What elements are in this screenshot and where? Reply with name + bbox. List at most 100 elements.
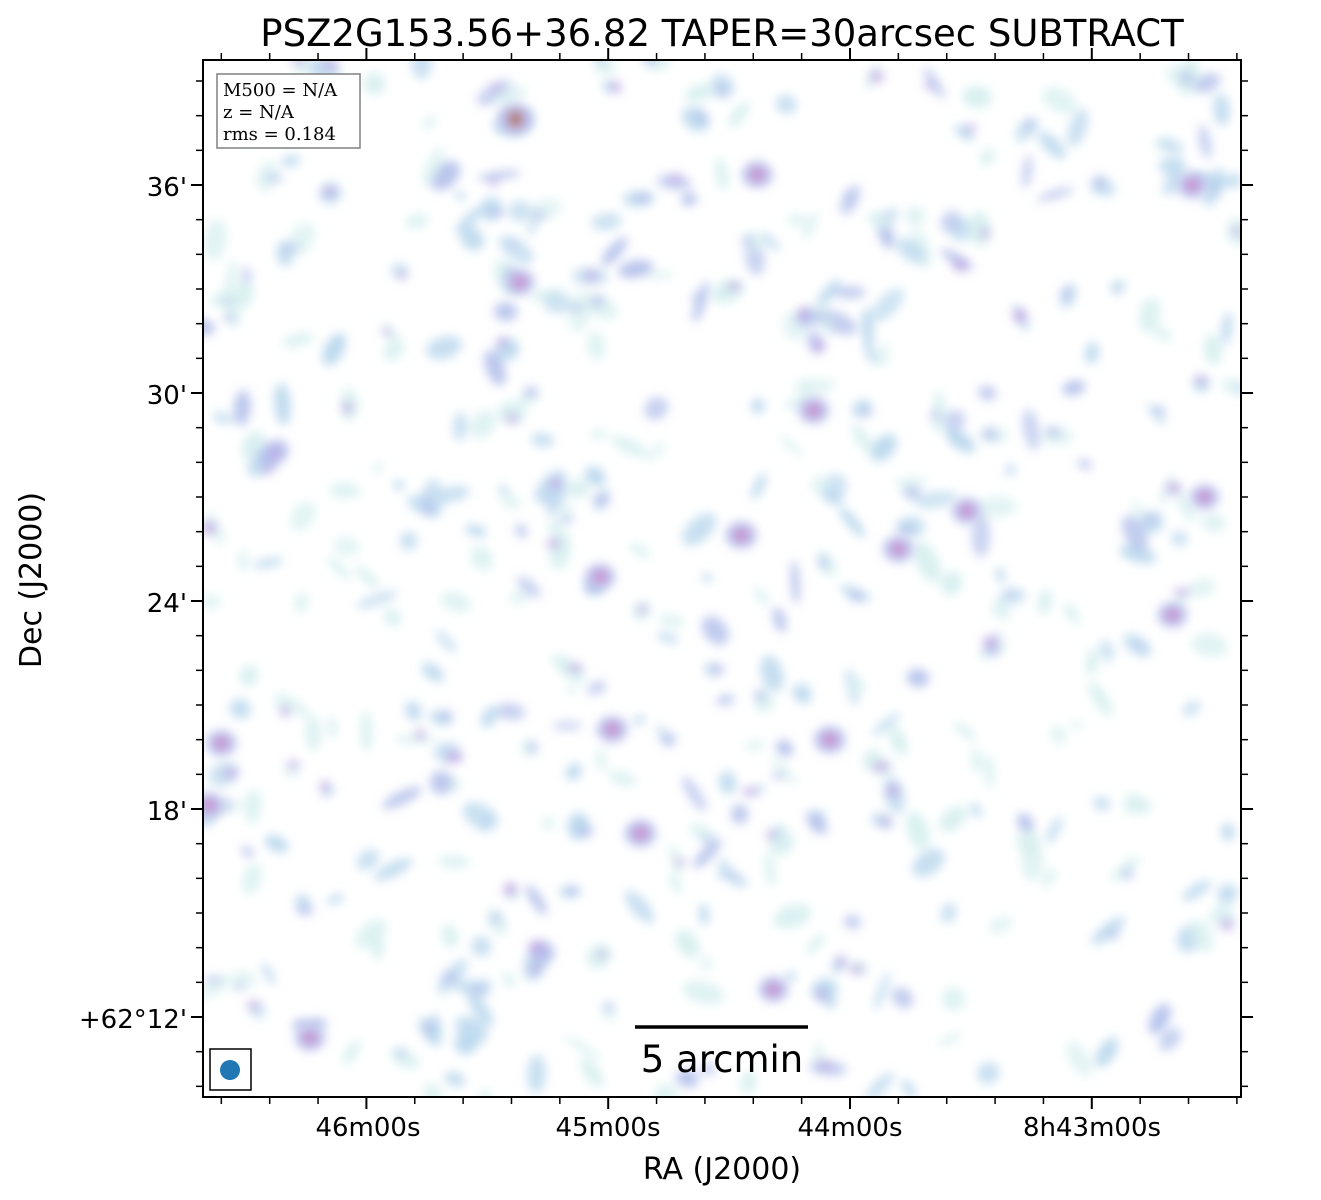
emission-blob <box>891 987 914 1009</box>
emission-blob <box>590 295 604 308</box>
emission-blob <box>565 763 582 781</box>
emission-blob <box>700 956 712 971</box>
emission-blob <box>980 148 995 166</box>
emission-blob <box>281 155 301 167</box>
emission-blob <box>1182 880 1212 901</box>
emission-blob <box>817 988 827 1001</box>
emission-blob <box>1221 917 1233 931</box>
emission-blob <box>694 111 707 123</box>
emission-blob <box>493 302 518 322</box>
emission-blob <box>508 200 532 222</box>
x-axis-label: RA (J2000) <box>643 1152 801 1187</box>
emission-blob <box>838 506 865 538</box>
emission-blob <box>1226 172 1241 189</box>
emission-blob <box>892 543 905 555</box>
emission-blob <box>1159 1028 1181 1051</box>
emission-blob <box>971 514 990 558</box>
emission-blob <box>290 501 316 531</box>
emission-blob <box>744 739 766 751</box>
emission-blob <box>691 293 705 302</box>
emission-blob <box>499 484 509 496</box>
emission-blob <box>741 787 759 796</box>
emission-blob <box>356 849 380 871</box>
emission-blob <box>1194 73 1221 93</box>
emission-blob <box>903 486 922 498</box>
emission-blob <box>371 929 384 961</box>
emission-blob <box>643 60 657 65</box>
emission-blob <box>682 776 707 812</box>
emission-blob <box>441 924 459 948</box>
emission-blob <box>1139 297 1161 333</box>
emission-blob <box>632 714 646 726</box>
emission-blob <box>381 328 392 336</box>
emission-blob <box>965 124 977 132</box>
emission-blob <box>591 212 622 231</box>
emission-blob <box>1167 609 1178 621</box>
scalebar-label: 5 arcmin <box>641 1038 804 1081</box>
emission-blob <box>1108 930 1120 940</box>
emission-blob <box>716 694 735 706</box>
emission-blob <box>764 852 776 887</box>
emission-blob <box>1021 839 1044 882</box>
emission-blob <box>992 600 1010 620</box>
emission-blob <box>768 984 779 995</box>
emission-blob <box>656 174 692 190</box>
emission-blob <box>1142 514 1158 522</box>
emission-blob <box>444 1071 466 1087</box>
emission-blob <box>577 825 594 838</box>
emission-blob <box>203 800 215 811</box>
emission-blob <box>426 335 462 360</box>
y-tick-label: 30' <box>147 381 187 411</box>
emission-blob <box>1153 326 1173 343</box>
emission-blob <box>333 536 360 557</box>
info-redshift: z = N/A <box>223 102 295 123</box>
emission-blob <box>565 885 580 895</box>
emission-blob <box>1085 648 1098 676</box>
emission-blob <box>811 823 825 833</box>
emission-blob <box>1158 138 1184 153</box>
emission-blob <box>675 1069 699 1088</box>
emission-blob <box>329 482 361 499</box>
emission-blob <box>440 971 458 984</box>
emission-blob <box>264 835 289 853</box>
emission-blob <box>466 990 494 1027</box>
emission-blob <box>611 435 648 458</box>
emission-blob <box>428 1013 442 1044</box>
y-tick-label: 18' <box>147 797 187 827</box>
emission-blob <box>954 125 975 141</box>
emission-blob <box>706 663 725 676</box>
y-axis-label: Dec (J2000) <box>14 492 49 668</box>
emission-blob <box>527 741 538 754</box>
emission-blob <box>618 260 654 278</box>
emission-blob <box>682 512 717 546</box>
emission-blob <box>304 1032 316 1044</box>
emission-blob <box>1220 377 1241 391</box>
emission-blob <box>1176 491 1197 523</box>
emission-blob <box>796 307 810 321</box>
emission-blob <box>233 390 251 426</box>
emission-blob <box>787 214 807 226</box>
emission-blob <box>580 1058 604 1088</box>
emission-blob <box>511 114 520 125</box>
emission-blob <box>490 913 502 923</box>
emission-blob <box>754 689 765 702</box>
emission-blob <box>203 594 221 610</box>
emission-blob <box>923 67 945 99</box>
emission-blob <box>849 591 865 603</box>
emission-blob <box>878 817 893 826</box>
emission-blob <box>873 971 891 1011</box>
info-m500: M500 = N/A <box>223 80 338 101</box>
y-tick-label: 36' <box>147 173 187 203</box>
emission-blob <box>730 804 749 824</box>
emission-blob <box>684 83 717 102</box>
emission-blob <box>932 390 945 435</box>
emission-blob <box>728 101 750 128</box>
emission-blob <box>546 484 568 518</box>
y-tick-label: +62°12' <box>79 1005 187 1035</box>
emission-blob <box>699 903 709 926</box>
emission-blob <box>382 786 422 809</box>
emission-blob <box>760 655 784 692</box>
emission-blob <box>566 685 578 695</box>
emission-blob <box>411 60 432 80</box>
emission-blob <box>452 412 468 441</box>
